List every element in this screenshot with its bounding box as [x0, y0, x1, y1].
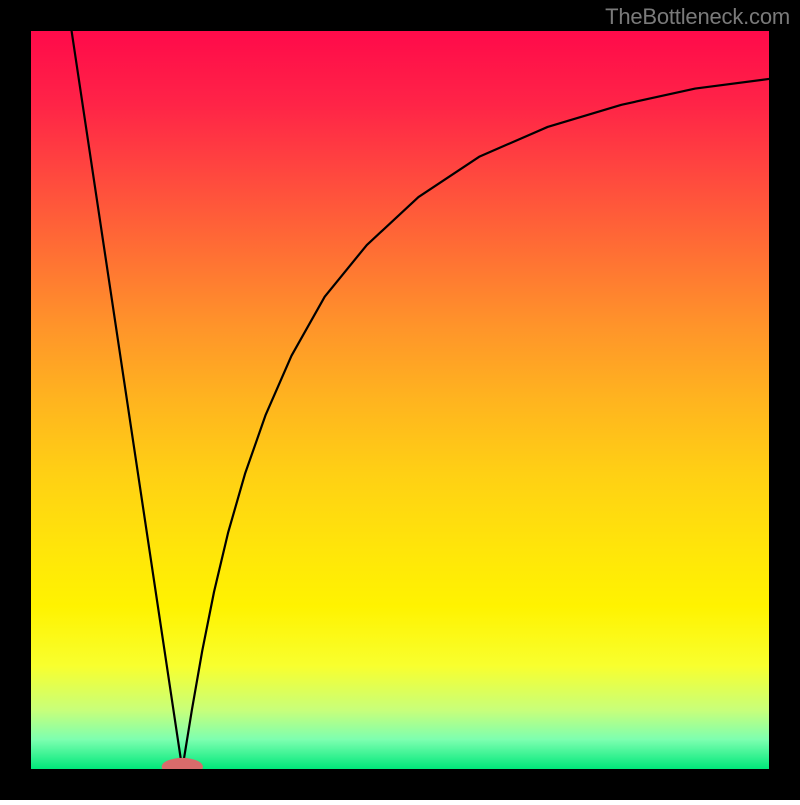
bottleneck-chart	[0, 0, 800, 800]
chart-svg	[0, 0, 800, 800]
watermark-text: TheBottleneck.com	[605, 4, 790, 30]
